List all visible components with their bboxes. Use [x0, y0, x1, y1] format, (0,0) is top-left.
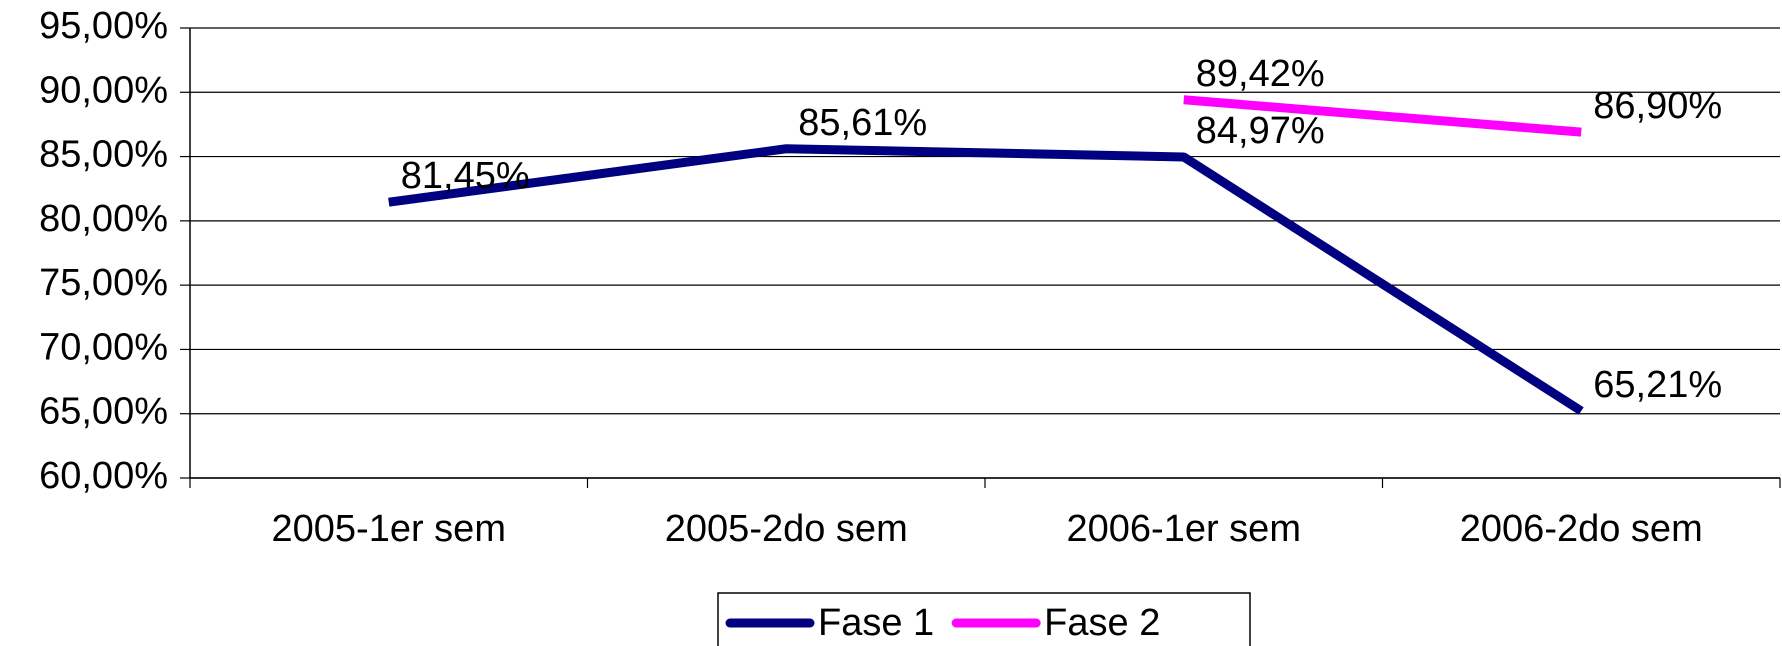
data-label: 89,42% — [1196, 53, 1325, 95]
series-line — [388, 144, 1584, 415]
y-tick-label: 90,00% — [39, 69, 168, 111]
series-line — [1183, 95, 1582, 137]
x-tick-label: 2005-2do sem — [665, 508, 908, 550]
data-label: 86,90% — [1593, 85, 1722, 127]
y-tick-label: 85,00% — [39, 134, 168, 176]
y-tick-label: 65,00% — [39, 391, 168, 433]
x-tick-label: 2006-1er sem — [1067, 508, 1301, 550]
data-label: 84,97% — [1196, 110, 1325, 152]
y-tick-label: 80,00% — [39, 198, 168, 240]
y-tick-label: 70,00% — [39, 326, 168, 368]
data-label: 85,61% — [798, 102, 927, 144]
legend: Fase 1 Fase 2 — [717, 592, 1251, 646]
data-label: 65,21% — [1593, 364, 1722, 406]
x-tick-label: 2005-1er sem — [272, 508, 506, 550]
legend-label: Fase 2 — [1044, 602, 1160, 644]
y-tick-label: 60,00% — [39, 455, 168, 497]
legend-label: Fase 1 — [818, 602, 934, 644]
y-tick-label: 75,00% — [39, 262, 168, 304]
data-label: 81,45% — [401, 155, 530, 197]
y-tick-label: 95,00% — [39, 5, 168, 47]
x-tick-label: 2006-2do sem — [1460, 508, 1703, 550]
